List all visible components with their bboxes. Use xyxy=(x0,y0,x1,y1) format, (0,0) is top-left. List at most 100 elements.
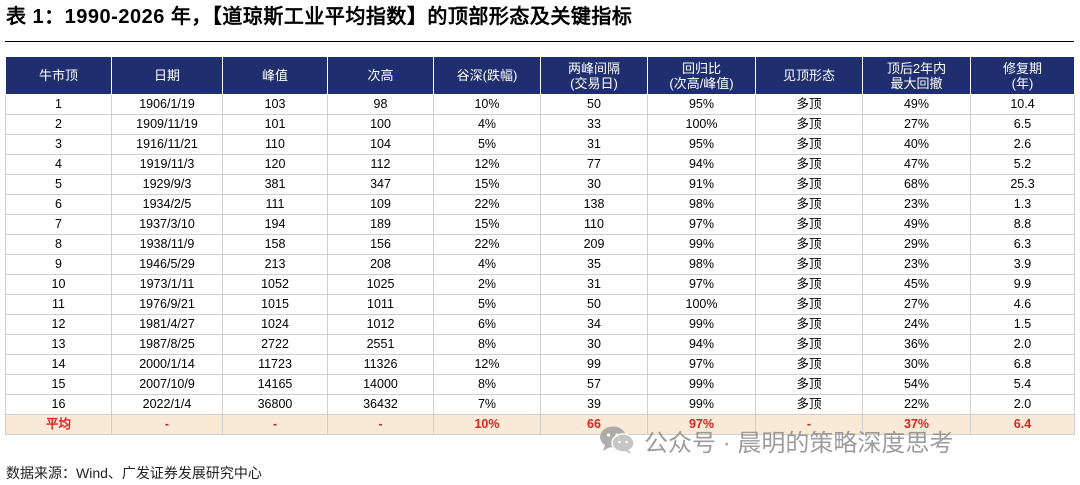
table-cell: 3.9 xyxy=(970,254,1075,275)
table-cell: 2022/1/4 xyxy=(111,394,223,415)
table-row: 3 1916/11/21 110 104 5% 31 95% 多顶 40% 2.6 xyxy=(5,134,1075,155)
table-cell: 1981/4/27 xyxy=(111,314,223,335)
table-cell: 1909/11/19 xyxy=(111,114,223,135)
table-cell: 多顶 xyxy=(755,254,863,275)
header-cell: 见顶形态 xyxy=(755,56,863,95)
table-cell: 91% xyxy=(647,174,756,195)
table-cell: 30 xyxy=(540,174,648,195)
table-cell: 1916/11/21 xyxy=(111,134,223,155)
table-cell: 多顶 xyxy=(755,114,863,135)
table-cell: 5 xyxy=(5,174,112,195)
table-cell: 50 xyxy=(540,294,648,315)
table-cell: 138 xyxy=(540,194,648,215)
average-cell: 97% xyxy=(647,414,756,435)
table-cell: 97% xyxy=(647,214,756,235)
table-cell: 1938/11/9 xyxy=(111,234,223,255)
table-cell: 35 xyxy=(540,254,648,275)
table-cell: 94% xyxy=(647,334,756,355)
average-row: 平均 - - -10% 66 97% -37% 6.4 xyxy=(5,414,1075,435)
table-cell: 33 xyxy=(540,114,648,135)
table-cell: 50 xyxy=(540,94,648,115)
table-cell: 7% xyxy=(433,394,541,415)
table-cell: 多顶 xyxy=(755,214,863,235)
table-cell: 1.5 xyxy=(970,314,1075,335)
table-cell: 2 xyxy=(5,114,112,135)
table-cell: 多顶 xyxy=(755,194,863,215)
table-cell: 109 xyxy=(327,194,434,215)
table-cell: 158 xyxy=(222,234,328,255)
header-cell: 峰值 xyxy=(222,56,328,95)
table-cell: 5.4 xyxy=(970,374,1075,395)
table-cell: 156 xyxy=(327,234,434,255)
table-cell: 1919/11/3 xyxy=(111,154,223,175)
table-cell: 100% xyxy=(647,294,756,315)
table-cell: 1012 xyxy=(327,314,434,335)
average-cell: 10% xyxy=(433,414,541,435)
table-cell: 22% xyxy=(433,194,541,215)
header-cell: 两峰间隔 (交易日) xyxy=(540,56,648,95)
table-row: 11 1976/9/21 1015 1011 5% 50 100% 多顶 27% 4.6 xyxy=(5,294,1075,315)
table-cell: 31 xyxy=(540,134,648,155)
table-cell: 5% xyxy=(433,294,541,315)
table-cell: 7 xyxy=(5,214,112,235)
table-cell: 30% xyxy=(862,354,971,375)
table-cell: 15% xyxy=(433,174,541,195)
table-cell: 22% xyxy=(862,394,971,415)
table-cell: 4% xyxy=(433,114,541,135)
table-cell: 99% xyxy=(647,374,756,395)
table-row: 14 2000/1/14 11723 11326 12% 99 97% 多顶 30% 6.8 xyxy=(5,354,1075,375)
table-cell: 1987/8/25 xyxy=(111,334,223,355)
table-row: 8 1938/11/9 158 156 22% 209 99% 多顶 29% 6.3 xyxy=(5,234,1075,255)
table-title: 表 1：1990-2026 年，【道琼斯工业平均指数】的顶部形态及关键指标 xyxy=(6,6,633,28)
table-cell: 34 xyxy=(540,314,648,335)
table-cell: 98% xyxy=(647,254,756,275)
table-cell: 40% xyxy=(862,134,971,155)
table-cell: 68% xyxy=(862,174,971,195)
table-cell: 95% xyxy=(647,134,756,155)
table-cell: 27% xyxy=(862,114,971,135)
table-cell: 多顶 xyxy=(755,374,863,395)
table-cell: 4% xyxy=(433,254,541,275)
table-cell: 99% xyxy=(647,314,756,335)
table-cell: 1 xyxy=(5,94,112,115)
table-row: 1 1906/1/19 103 98 10% 50 95% 多顶 49% 10.4 xyxy=(5,94,1075,115)
average-cell: - xyxy=(755,414,863,435)
table-cell: 12% xyxy=(433,354,541,375)
table-row: 10 1973/1/11 1052 1025 2% 31 97% 多顶 45% 9.9 xyxy=(5,274,1075,295)
table-cell: 104 xyxy=(327,134,434,155)
table-cell: 14165 xyxy=(222,374,328,395)
table-cell: 49% xyxy=(862,214,971,235)
table-cell: 110 xyxy=(222,134,328,155)
table-cell: 8% xyxy=(433,374,541,395)
header-cell: 谷深(跌幅) xyxy=(433,56,541,95)
table-cell: 5% xyxy=(433,134,541,155)
table-row: 6 1934/2/5 111 109 22% 138 98% 多顶 23% 1.3 xyxy=(5,194,1075,215)
table-cell: 15% xyxy=(433,214,541,235)
table-cell: 36800 xyxy=(222,394,328,415)
table-cell: 1052 xyxy=(222,274,328,295)
table-cell: 213 xyxy=(222,254,328,275)
table-cell: 30 xyxy=(540,334,648,355)
table-cell: 10 xyxy=(5,274,112,295)
table-cell: 98 xyxy=(327,94,434,115)
table-cell: 14 xyxy=(5,354,112,375)
table-cell: 多顶 xyxy=(755,334,863,355)
table-cell: 6.8 xyxy=(970,354,1075,375)
table-cell: 8% xyxy=(433,334,541,355)
table-cell: 多顶 xyxy=(755,174,863,195)
table-cell: 1011 xyxy=(327,294,434,315)
table-cell: 6.5 xyxy=(970,114,1075,135)
table-cell: 2007/10/9 xyxy=(111,374,223,395)
table-cell: 2551 xyxy=(327,334,434,355)
table-cell: 99% xyxy=(647,234,756,255)
table-cell: 36% xyxy=(862,334,971,355)
table-cell: 97% xyxy=(647,274,756,295)
table-cell: 9.9 xyxy=(970,274,1075,295)
table-cell: 22% xyxy=(433,234,541,255)
table-cell: 10.4 xyxy=(970,94,1075,115)
table-row: 4 1919/11/3 120 112 12% 77 94% 多顶 47% 5.2 xyxy=(5,154,1075,175)
table-cell: 110 xyxy=(540,214,648,235)
table-cell: 194 xyxy=(222,214,328,235)
table-cell: 39 xyxy=(540,394,648,415)
table-cell: 10% xyxy=(433,94,541,115)
